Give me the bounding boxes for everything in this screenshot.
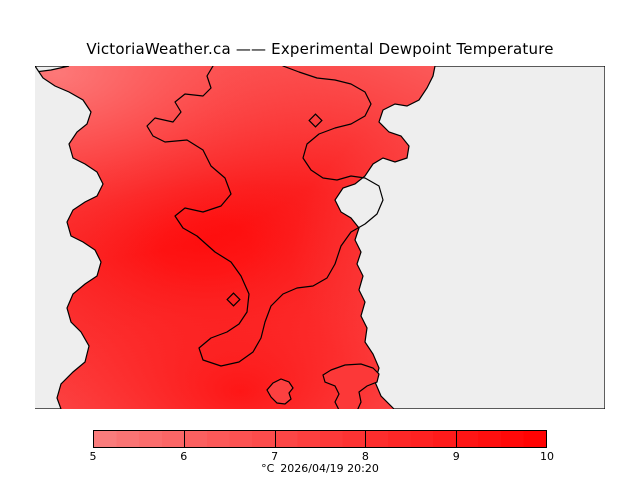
map-panel[interactable]	[35, 66, 605, 409]
land-mass-central-west	[35, 66, 104, 409]
coastline-land-shapes	[35, 66, 605, 409]
colorbar-tick-label: 10	[540, 450, 554, 463]
colorbar-tick	[365, 430, 367, 448]
island-small-west	[266, 378, 294, 405]
coastline-outline	[146, 66, 384, 367]
island-large-east	[322, 363, 380, 409]
station-marker-central[interactable]	[226, 292, 241, 307]
station-marker-group[interactable]	[226, 113, 323, 307]
land-mass-northwest	[35, 66, 70, 73]
colorbar-units-label: °C	[261, 462, 275, 475]
colorbar-tick-label: 7	[271, 450, 279, 463]
colorbar-tick-label: 8	[361, 450, 369, 463]
colorbar[interactable]: 5 6 7 8 9 10	[90, 430, 554, 463]
land-mass-east	[334, 66, 605, 409]
colorbar-tick-label: 9	[452, 450, 460, 463]
colorbar-tick-label: 6	[180, 450, 188, 463]
dewpoint-heatmap[interactable]	[35, 66, 605, 409]
colorbar-tick-label: 5	[89, 450, 97, 463]
page-title: VictoriaWeather.ca —— Experimental Dewpo…	[86, 40, 554, 58]
station-marker-north[interactable]	[308, 113, 323, 128]
colorbar-tick	[456, 430, 458, 448]
colorbar-tick	[274, 430, 276, 448]
colorbar-caption: °C 2026/04/19 20:20	[0, 462, 640, 475]
colorbar-tick	[183, 430, 185, 448]
colorbar-gradient[interactable]	[93, 430, 547, 448]
colorbar-timestamp-label: 2026/04/19 20:20	[280, 462, 379, 475]
island-group	[266, 363, 380, 409]
